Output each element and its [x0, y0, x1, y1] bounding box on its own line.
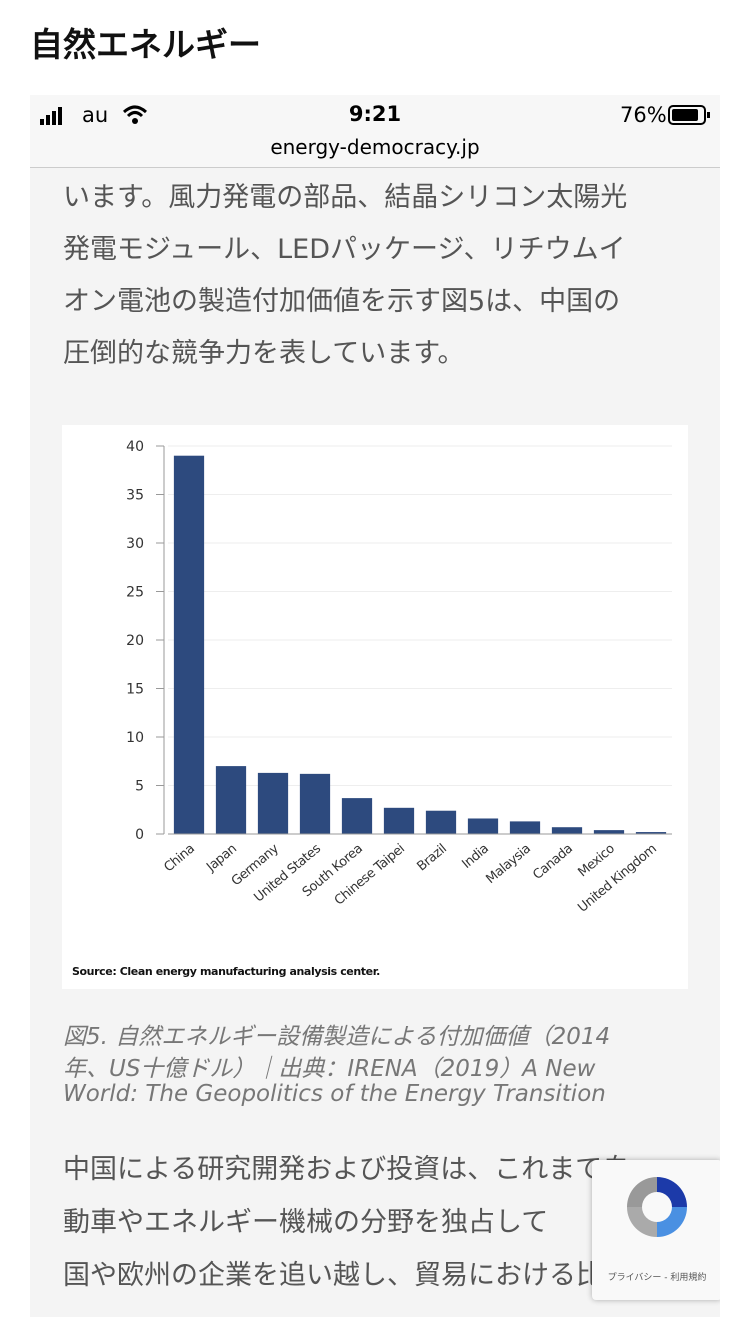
y-tick-label: 20 — [126, 633, 144, 649]
battery: 76% — [620, 103, 667, 127]
paragraph-line: オン電池の製造付加価値を示す図5は、中国の — [63, 286, 621, 317]
x-tick-label: United Kingdom — [575, 842, 659, 916]
y-tick-label: 25 — [126, 585, 144, 601]
signal-icon — [40, 107, 62, 125]
bar — [425, 810, 457, 834]
y-tick-label: 40 — [126, 439, 144, 455]
recaptcha-icon — [627, 1177, 687, 1237]
bar — [299, 773, 331, 834]
bar — [215, 766, 247, 834]
recaptcha-badge[interactable]: プライバシー - 利用規約 — [592, 1160, 720, 1300]
y-tick-label: 10 — [126, 730, 144, 746]
bar — [635, 832, 667, 834]
page-title: 自然エネルギー — [30, 25, 261, 64]
x-tick-label: India — [459, 842, 491, 872]
y-tick-label: 35 — [126, 488, 144, 504]
x-tick-label: Malaysia — [483, 842, 533, 887]
x-tick-label: Brazil — [414, 842, 449, 875]
y-tick-label: 15 — [126, 682, 144, 698]
paragraph-line: 動車やエネルギー機械の分野を独占して — [63, 1207, 549, 1238]
phone-screenshot: au 9:21 76% energy-democracy.jp 0 5 10 15 20… — [30, 95, 720, 1317]
bar — [551, 827, 583, 834]
x-tick-label: Japan — [203, 841, 239, 875]
caption-line: 年、US十億ドル）｜出典：IRENA（2019）A New — [63, 1056, 596, 1082]
bar — [383, 807, 415, 834]
wifi-icon — [122, 105, 148, 124]
recaptcha-text[interactable]: プライバシー - 利用規約 — [607, 1273, 707, 1283]
bar — [593, 830, 625, 834]
y-tick-label: 30 — [126, 536, 144, 552]
bar — [341, 798, 373, 834]
url: energy-democracy.jp — [270, 135, 480, 159]
battery-icon — [668, 105, 710, 125]
paragraph-line: 圧倒的な競争力を表しています。 — [63, 338, 465, 369]
caption-line: 図5. 自然エネルギー設備製造による付加価値（2014 — [63, 1024, 611, 1050]
y-tick-label: 5 — [135, 779, 144, 795]
source: Source: Clean energy manufacturing analy… — [72, 965, 380, 978]
time: 9:21 — [348, 102, 402, 126]
bar — [173, 455, 205, 834]
chart-card: 0 5 10 15 20 25 30 35 40 China Japan Germany United … — [62, 425, 688, 989]
paragraph-line: 発電モジュール、LEDパッケージ、リチウムイ — [63, 234, 626, 265]
bar — [509, 821, 541, 834]
bar — [257, 772, 289, 834]
paragraph-line: 国や欧州の企業を追い越し、貿易における比較 — [63, 1260, 630, 1291]
paragraph-line: います。風力発電の部品、結晶シリコン太陽光 — [63, 182, 628, 213]
caption-line: World: The Geopolitics of the Energy Tra… — [63, 1081, 606, 1107]
status-bar: au 9:21 76% energy-democracy.jp — [30, 95, 720, 168]
x-tick-label: China — [161, 842, 197, 876]
x-tick-label: Canada — [530, 842, 575, 883]
bar — [467, 818, 499, 834]
y-tick-label: 0 — [135, 827, 144, 843]
carrier: au — [82, 103, 109, 127]
paragraph-line: 中国による研究開発および投資は、これまで自 — [63, 1154, 630, 1185]
